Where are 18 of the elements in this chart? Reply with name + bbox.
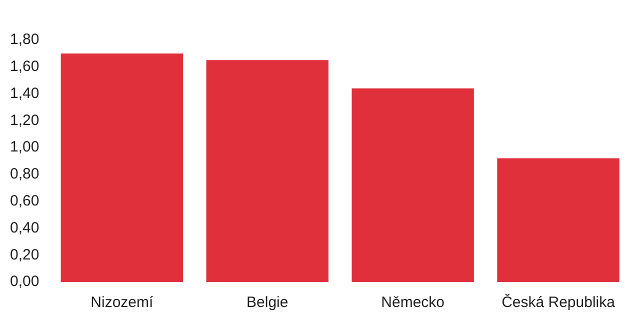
y-tick-label: 0,40 xyxy=(10,219,40,236)
y-tick-label: 0,60 xyxy=(10,192,40,210)
y-tick-label: 1,40 xyxy=(10,84,40,102)
y-tick-label: 0,20 xyxy=(10,246,40,264)
bar xyxy=(206,60,328,282)
y-tick-label: 0,80 xyxy=(10,166,40,183)
x-tick-label: Česká Republika xyxy=(502,293,616,312)
y-tick-label: 0,00 xyxy=(10,273,40,290)
x-tick-label: Německo xyxy=(381,294,445,312)
x-tick-label: Belgie xyxy=(246,294,288,312)
y-tick-label: 1,00 xyxy=(10,138,40,156)
bar xyxy=(60,53,184,282)
y-tick-label: 1,80 xyxy=(10,31,40,48)
y-tick-label: 1,20 xyxy=(10,112,40,129)
bar xyxy=(352,88,474,282)
bar xyxy=(497,158,620,282)
x-tick-label: Nizozemí xyxy=(90,294,154,312)
y-tick-label: 1,60 xyxy=(10,58,40,76)
